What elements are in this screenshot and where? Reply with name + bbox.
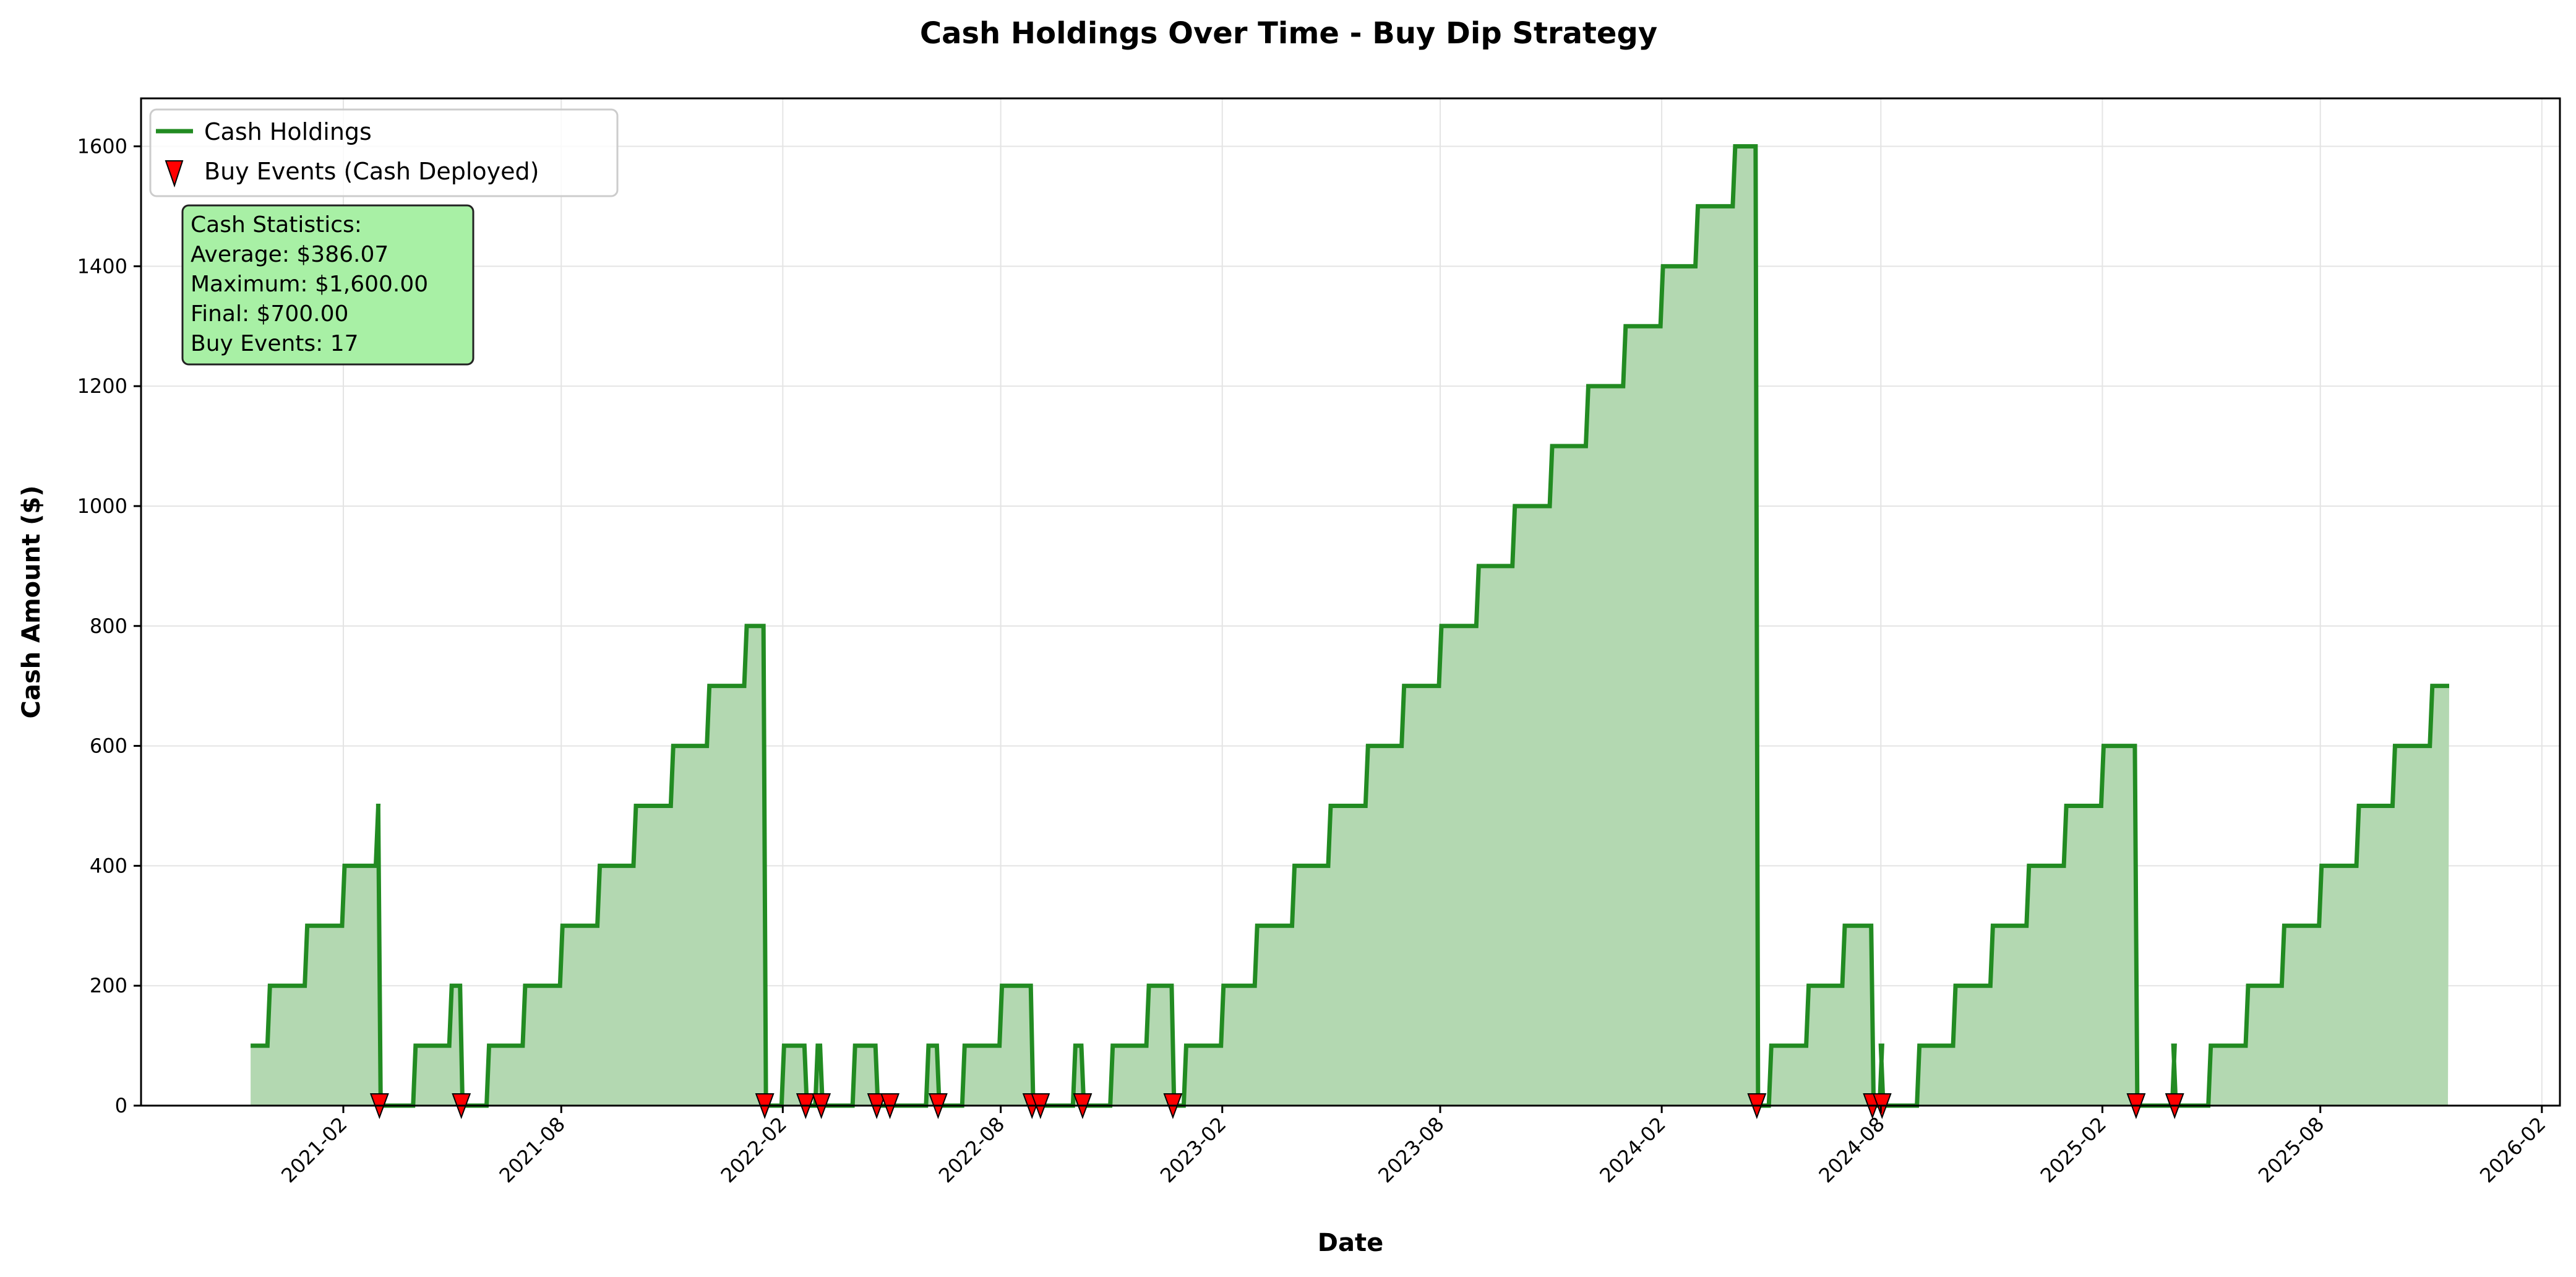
y-tick-label: 1000 xyxy=(77,494,127,518)
legend-label-buy-events: Buy Events (Cash Deployed) xyxy=(204,158,539,185)
cash-area-fill xyxy=(251,146,2449,1106)
x-axis-label: Date xyxy=(1318,1229,1383,1257)
legend: Cash Holdings Buy Events (Cash Deployed) xyxy=(149,108,619,197)
x-tick-label: 2025-08 xyxy=(2254,1112,2329,1187)
y-tick-label: 1200 xyxy=(77,374,127,398)
stats-buy-events: Buy Events: 17 xyxy=(191,331,359,356)
y-tick-label: 800 xyxy=(90,614,127,638)
x-tick-label: 2023-08 xyxy=(1373,1112,1448,1187)
y-axis: 0 200 400 600 800 1000 1200 1400 1600 xyxy=(77,135,141,1117)
x-tick-label: 2026-02 xyxy=(2475,1112,2550,1187)
x-tick-label: 2022-08 xyxy=(934,1112,1009,1187)
stats-maximum: Maximum: $1,600.00 xyxy=(191,272,428,297)
y-tick-label: 600 xyxy=(90,734,127,758)
y-tick-label: 200 xyxy=(90,974,127,997)
y-axis-label: Cash Amount ($) xyxy=(17,485,46,718)
x-tick-label: 2023-02 xyxy=(1156,1112,1230,1187)
cash-holdings-line xyxy=(251,144,2449,1108)
stats-box: Cash Statistics: Average: $386.07 Maximu… xyxy=(181,204,474,366)
x-tick-label: 2024-08 xyxy=(1814,1112,1889,1187)
plot-area xyxy=(251,144,2449,1119)
x-tick-label: 2021-02 xyxy=(277,1112,351,1187)
stats-final: Final: $700.00 xyxy=(191,301,348,327)
x-tick-label: 2021-08 xyxy=(494,1112,569,1187)
x-tick-label: 2024-02 xyxy=(1595,1112,1670,1187)
y-tick-label: 1600 xyxy=(77,135,127,158)
y-tick-label: 1400 xyxy=(77,254,127,278)
chart-title: Cash Holdings Over Time - Buy Dip Strate… xyxy=(920,16,1657,51)
y-tick-label: 400 xyxy=(90,854,127,877)
legend-label-cash-holdings: Cash Holdings xyxy=(204,118,372,145)
x-tick-label: 2025-02 xyxy=(2036,1112,2111,1187)
legend-triangle-marker-icon xyxy=(165,160,184,188)
stats-title: Cash Statistics: xyxy=(191,212,362,238)
y-tick-label: 0 xyxy=(115,1094,127,1117)
x-tick-label: 2022-02 xyxy=(716,1112,791,1187)
stats-average: Average: $386.07 xyxy=(191,242,389,267)
axes-frame xyxy=(140,97,2561,1107)
x-axis: 2021-02 2021-08 2022-02 2022-08 2023-02 2023-… xyxy=(277,1106,2550,1187)
